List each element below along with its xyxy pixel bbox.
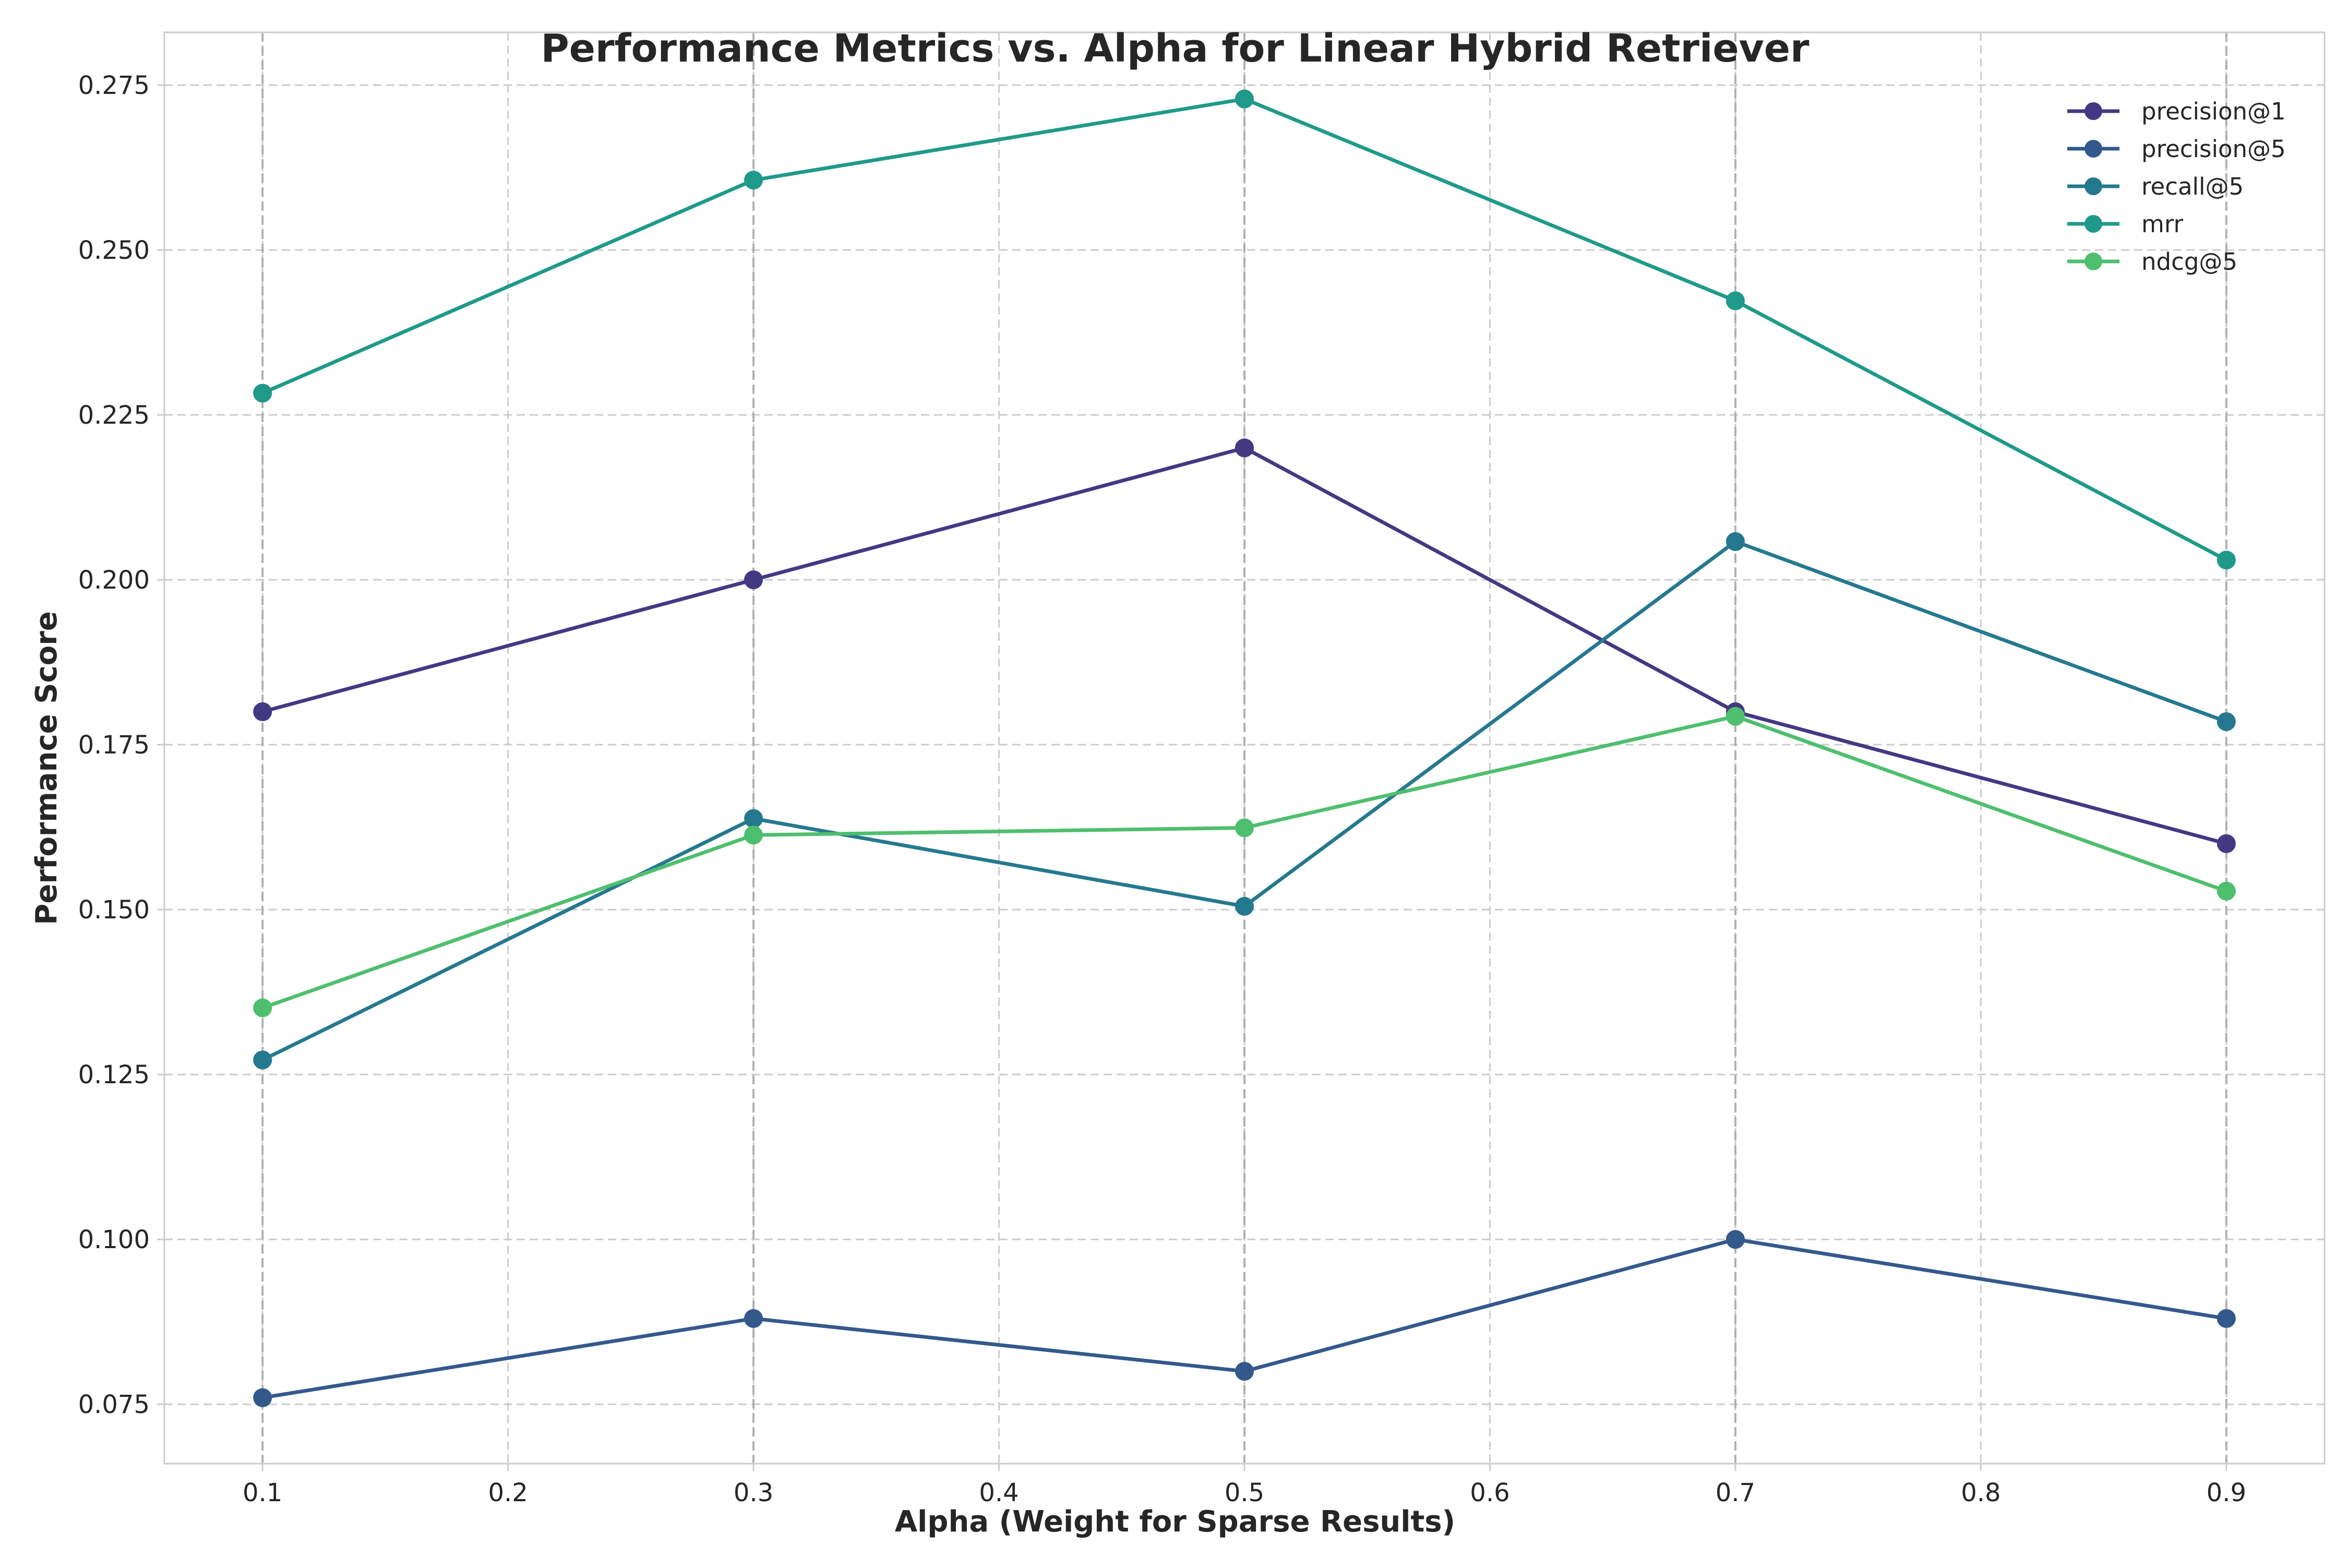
legend-label: recall@5	[2141, 173, 2244, 200]
y-tick-label: 0.225	[78, 401, 150, 430]
data-point	[744, 825, 763, 845]
legend-item: precision@5	[2067, 135, 2286, 163]
data-point	[2217, 550, 2236, 570]
x-tick-label: 0.7	[1716, 1478, 1755, 1507]
legend-label: mrr	[2141, 210, 2184, 238]
data-point	[2217, 712, 2236, 731]
legend-swatch-marker	[2085, 140, 2102, 158]
y-tick-label: 0.175	[78, 731, 150, 760]
data-point	[1235, 818, 1254, 837]
series-recall@5	[253, 532, 2236, 1070]
legend-label: precision@5	[2141, 135, 2286, 163]
data-point	[1235, 438, 1254, 458]
legend-swatch-marker	[2085, 215, 2102, 233]
data-point	[253, 384, 272, 403]
x-tick-label: 0.8	[1961, 1478, 2000, 1507]
series-layer	[253, 89, 2236, 1407]
data-point	[253, 702, 272, 721]
data-point	[1235, 896, 1254, 916]
data-point	[253, 998, 272, 1018]
x-tick-label: 0.4	[979, 1478, 1019, 1507]
legend-item: precision@1	[2067, 98, 2286, 125]
data-point	[744, 171, 763, 190]
y-tick-label: 0.200	[78, 566, 150, 595]
x-tick-label: 0.5	[1225, 1478, 1264, 1507]
grid-layer	[164, 32, 2325, 1464]
data-point	[1726, 532, 1745, 551]
x-tick-label: 0.3	[734, 1478, 773, 1507]
data-point	[1726, 707, 1745, 726]
data-point	[1726, 291, 1745, 310]
legend-swatch-marker	[2085, 253, 2102, 270]
y-tick-label: 0.250	[78, 236, 150, 265]
series-precision@5	[253, 1230, 2236, 1407]
y-axis-label: Performance Score	[30, 611, 64, 925]
data-point	[253, 1050, 272, 1070]
reference-lines	[261, 32, 2227, 1464]
chart-title: Performance Metrics vs. Alpha for Linear…	[541, 26, 1810, 71]
data-point	[2217, 1309, 2236, 1328]
data-point	[744, 570, 763, 590]
legend: precision@1 precision@5 recall@5 mrr ndcg@5	[2067, 98, 2286, 276]
legend-item: ndcg@5	[2067, 248, 2237, 276]
legend-item: mrr	[2067, 210, 2184, 238]
x-tick-label: 0.2	[488, 1478, 528, 1507]
series-mrr	[253, 89, 2236, 570]
legend-swatch-marker	[2085, 102, 2102, 120]
y-tick-label: 0.125	[78, 1060, 150, 1090]
y-tick-label: 0.100	[78, 1225, 150, 1254]
axis-ticks: 0.1 0.2 0.3 0.4 0.5 0.6 0.7 0.8 0.9 0.075 0.100 0.1…	[78, 71, 2246, 1507]
data-point	[1235, 89, 1254, 109]
data-point	[744, 809, 763, 828]
x-axis-label: Alpha (Weight for Sparse Results)	[895, 1505, 1455, 1539]
series-precision@1	[253, 438, 2236, 853]
data-point	[253, 1388, 272, 1407]
data-point	[744, 1309, 763, 1328]
data-point	[2217, 834, 2236, 853]
data-point	[1235, 1362, 1254, 1381]
y-tick-label: 0.075	[78, 1390, 150, 1419]
x-tick-label: 0.1	[243, 1478, 282, 1507]
y-tick-label: 0.150	[78, 895, 150, 925]
x-tick-label: 0.9	[2207, 1478, 2246, 1507]
x-tick-label: 0.6	[1470, 1478, 1510, 1507]
legend-label: ndcg@5	[2141, 248, 2237, 276]
legend-swatch-marker	[2085, 177, 2102, 195]
legend-item: recall@5	[2067, 173, 2244, 200]
data-point	[1726, 1230, 1745, 1249]
y-tick-label: 0.275	[78, 71, 150, 100]
legend-label: precision@1	[2141, 98, 2286, 125]
series-ndcg@5	[253, 707, 2236, 1018]
data-point	[2217, 881, 2236, 901]
